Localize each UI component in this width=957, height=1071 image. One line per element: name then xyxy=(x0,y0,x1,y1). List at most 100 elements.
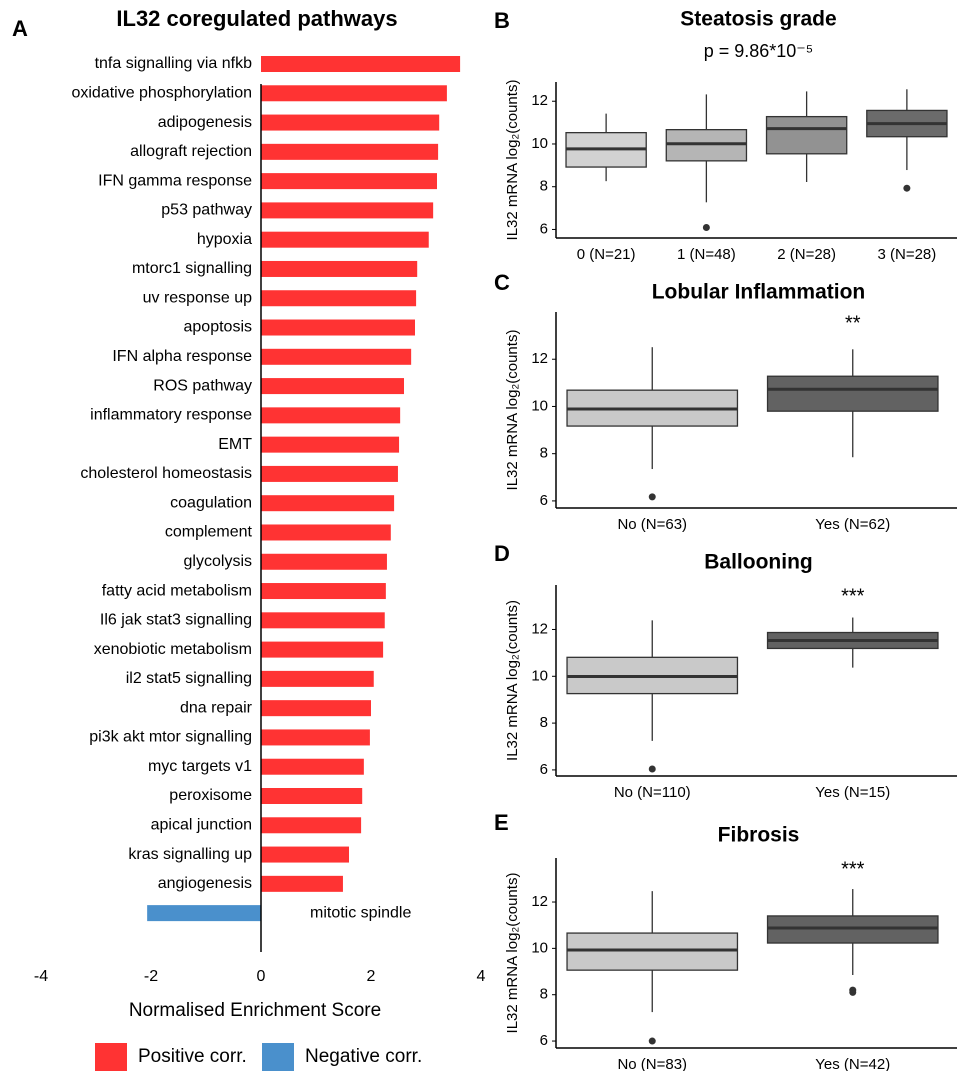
category-label: cholesterol homeostasis xyxy=(80,465,252,482)
outlier xyxy=(648,1037,656,1045)
category-label: oxidative phosphorylation xyxy=(71,84,252,101)
y-tick-label: 10 xyxy=(531,667,548,684)
bar xyxy=(261,290,417,307)
chart-title: IL32 coregulated pathways xyxy=(116,6,397,31)
bar xyxy=(147,905,261,922)
y-tick-label: 6 xyxy=(540,492,548,509)
category-label: apoptosis xyxy=(184,319,253,336)
x-tick-label: -4 xyxy=(34,968,48,985)
outlier xyxy=(849,988,857,996)
category-label: complement xyxy=(165,524,253,541)
x-tick-label: 0 (N=21) xyxy=(577,246,636,263)
y-tick-label: 12 xyxy=(531,350,548,367)
x-tick-label: 4 xyxy=(477,968,486,985)
x-tick-label: Yes (N=15) xyxy=(815,784,890,801)
outlier xyxy=(702,224,710,232)
box xyxy=(566,932,739,971)
panel-letter: B xyxy=(494,8,510,33)
bar xyxy=(261,436,400,453)
bar xyxy=(261,56,461,72)
category-label: hypoxia xyxy=(197,231,252,248)
annotation: ** xyxy=(845,312,861,334)
legend-swatch xyxy=(262,1043,294,1071)
bar xyxy=(261,817,362,834)
x-tick-label: No (N=83) xyxy=(617,1056,687,1071)
x-tick-label: 0 xyxy=(257,968,266,985)
subtitle: p = 9.86*10⁻⁵ xyxy=(704,41,814,61)
x-tick-label: Yes (N=42) xyxy=(815,1056,890,1071)
bar xyxy=(261,114,440,131)
category-label: EMT xyxy=(218,436,252,453)
bar xyxy=(261,875,343,892)
y-tick-label: 8 xyxy=(540,986,548,1003)
category-label: xenobiotic metabolism xyxy=(94,641,252,658)
category-label: inflammatory response xyxy=(90,407,252,424)
box xyxy=(765,115,848,155)
y-tick-label: 6 xyxy=(540,761,548,778)
category-label: fatty acid metabolism xyxy=(102,582,252,599)
category-label: IFN gamma response xyxy=(98,172,252,189)
x-tick-label: 3 (N=28) xyxy=(877,246,936,263)
category-label: allograft rejection xyxy=(130,143,252,160)
bar xyxy=(261,348,412,365)
chart-title: Ballooning xyxy=(704,551,813,574)
bar xyxy=(261,407,401,424)
y-tick-label: 8 xyxy=(540,445,548,462)
panel-letter: C xyxy=(494,270,510,295)
bar xyxy=(261,143,439,160)
y-tick-label: 8 xyxy=(540,714,548,731)
category-label: peroxisome xyxy=(169,787,252,804)
y-tick-label: 6 xyxy=(540,1032,548,1049)
x-tick-label: 1 (N=48) xyxy=(677,246,736,263)
bar xyxy=(261,788,363,804)
y-axis-label: IL32 mRNA log₂(counts) xyxy=(504,600,521,761)
bar xyxy=(261,524,391,541)
category-label: ROS pathway xyxy=(153,377,252,394)
bar xyxy=(261,378,404,395)
box xyxy=(766,375,939,412)
outlier xyxy=(903,184,911,192)
bar xyxy=(261,173,437,190)
annotation: *** xyxy=(841,585,865,607)
chart-title: Steatosis grade xyxy=(680,8,836,31)
x-tick-label: 2 xyxy=(367,968,376,985)
y-tick-label: 10 xyxy=(531,397,548,414)
bar xyxy=(261,846,349,863)
category-label: glycolysis xyxy=(184,553,252,570)
category-label: uv response up xyxy=(143,289,253,306)
annotation: *** xyxy=(841,858,865,880)
bar xyxy=(261,231,429,248)
bar xyxy=(261,495,395,512)
panel-letter: A xyxy=(12,16,28,41)
panel-letter: E xyxy=(494,810,509,835)
legend-label: Positive corr. xyxy=(138,1046,247,1067)
bar xyxy=(261,729,370,746)
bar xyxy=(261,670,374,687)
y-tick-label: 8 xyxy=(540,178,548,195)
y-tick-label: 12 xyxy=(531,893,548,910)
y-tick-label: 6 xyxy=(540,220,548,237)
bar xyxy=(261,319,415,336)
panel-letter: D xyxy=(494,541,510,566)
category-label: angiogenesis xyxy=(158,875,252,892)
bar xyxy=(261,641,384,658)
bar xyxy=(261,758,364,775)
category-label: IFN alpha response xyxy=(112,348,252,365)
category-label: tnfa signalling via nfkb xyxy=(95,55,253,72)
category-label: myc targets v1 xyxy=(148,758,252,775)
bar xyxy=(261,202,434,219)
y-tick-label: 10 xyxy=(531,939,548,956)
category-label: Il6 jak stat3 signalling xyxy=(100,612,252,629)
bar xyxy=(261,85,447,102)
category-label: adipogenesis xyxy=(158,114,252,131)
bar xyxy=(261,553,387,570)
chart-title: Lobular Inflammation xyxy=(652,281,866,304)
category-label: dna repair xyxy=(180,699,253,716)
legend-label: Negative corr. xyxy=(305,1046,422,1067)
y-axis-label: IL32 mRNA log₂(counts) xyxy=(504,80,521,241)
box xyxy=(766,915,939,944)
x-axis-label: Normalised Enrichment Score xyxy=(129,1000,381,1021)
y-tick-label: 10 xyxy=(531,135,548,152)
outlier xyxy=(648,493,656,501)
category-label: p53 pathway xyxy=(161,202,252,219)
